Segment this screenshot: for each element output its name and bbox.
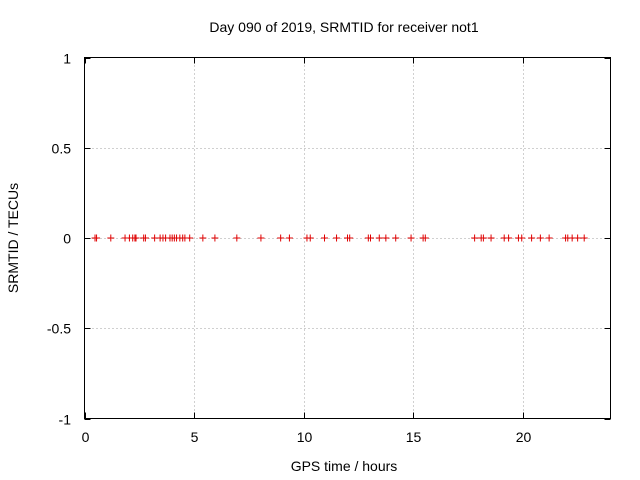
data-point (107, 234, 115, 242)
data-point (580, 234, 588, 242)
data-point (211, 234, 219, 242)
axis-ticks: 0 5 10 15 20 -1 -0.5 0 0.5 1 (47, 51, 611, 445)
data-point (505, 234, 513, 242)
data-point (141, 234, 149, 242)
data-point (545, 234, 553, 242)
y-tick-label: 1 (63, 51, 71, 67)
x-tick-label: 15 (406, 429, 422, 445)
x-tick-label: 20 (516, 429, 532, 445)
data-point (277, 234, 285, 242)
data-point (346, 234, 354, 242)
data-point (421, 234, 429, 242)
data-point (536, 234, 544, 242)
data-point (487, 234, 495, 242)
data-point (407, 234, 415, 242)
data-point (574, 234, 582, 242)
data-points (91, 234, 588, 242)
x-tick-label: 10 (297, 429, 313, 445)
y-axis-label: SRMTID / TECUs (5, 183, 21, 293)
y-tick-label: -1 (59, 412, 72, 428)
data-point (132, 234, 140, 242)
x-tick-label: 5 (191, 429, 199, 445)
data-point (367, 234, 375, 242)
y-tick-label: 0 (63, 231, 71, 247)
data-point (333, 234, 341, 242)
data-point (257, 234, 265, 242)
data-point (320, 234, 328, 242)
data-point (471, 234, 479, 242)
data-point (375, 234, 383, 242)
data-point (93, 234, 101, 242)
data-point (518, 234, 526, 242)
y-tick-label: 0.5 (52, 141, 72, 157)
y-tick-label: -0.5 (47, 321, 71, 337)
data-point (285, 234, 293, 242)
data-point (479, 234, 487, 242)
data-point (382, 234, 390, 242)
x-axis-label: GPS time / hours (291, 458, 398, 474)
data-point (186, 234, 194, 242)
data-point (392, 234, 400, 242)
data-point (306, 234, 314, 242)
x-tick-label: 0 (82, 429, 90, 445)
chart-title: Day 090 of 2019, SRMTID for receiver not… (209, 19, 478, 35)
data-point (199, 234, 207, 242)
data-point (528, 234, 536, 242)
data-point (233, 234, 241, 242)
